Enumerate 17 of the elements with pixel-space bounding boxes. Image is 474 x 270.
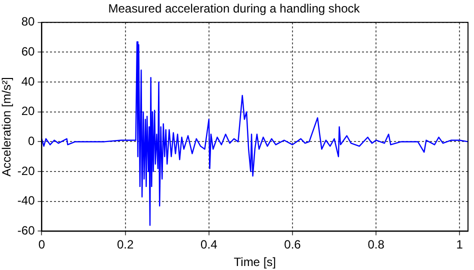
- x-tick-label: 0.4: [200, 238, 218, 252]
- x-tick-label: 0.6: [284, 238, 302, 252]
- y-tick-label: 20: [21, 104, 36, 118]
- x-tick-label: 1: [456, 238, 464, 252]
- y-tick-label: 80: [21, 14, 36, 29]
- y-tick-label: -60: [17, 224, 36, 238]
- chart-title: Measured acceleration during a handling shock: [108, 2, 361, 16]
- y-axis-title: Acceleration [m/s²]: [0, 77, 14, 176]
- y-tick-label: -20: [17, 164, 36, 178]
- x-axis-title: Time [s]: [234, 255, 276, 270]
- y-tick-label: 40: [21, 74, 36, 88]
- y-tick-label: 60: [21, 44, 36, 59]
- x-tick-label: 0: [38, 238, 46, 252]
- y-tick-label: 0: [28, 134, 36, 148]
- y-tick-label: -40: [17, 194, 36, 208]
- x-tick-label: 0.8: [368, 238, 385, 252]
- x-tick-label: 0.2: [116, 238, 134, 252]
